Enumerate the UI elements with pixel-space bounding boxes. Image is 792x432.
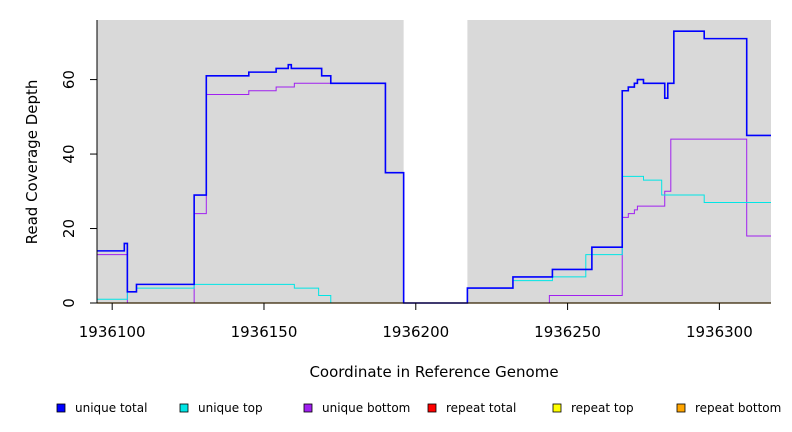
legend-item: repeat total — [427, 401, 516, 415]
y-tick-label: 20 — [60, 219, 78, 238]
x-tick-label: 1936150 — [231, 323, 298, 341]
legend-item: repeat top — [552, 401, 634, 415]
legend-swatch — [179, 403, 189, 413]
x-tick-label: 1936250 — [534, 323, 601, 341]
legend-item: repeat bottom — [676, 401, 781, 415]
legend-label: repeat top — [571, 401, 634, 415]
legend-label: unique bottom — [322, 401, 410, 415]
x-axis-title: Coordinate in Reference Genome — [309, 363, 558, 381]
legend: unique total unique top unique bottom repea… — [56, 401, 781, 415]
legend-swatch — [676, 403, 686, 413]
x-tick-label: 1936200 — [382, 323, 449, 341]
gap-region — [403, 20, 468, 303]
legend-swatch — [552, 403, 562, 413]
legend-label: unique total — [75, 401, 147, 415]
legend-item: unique bottom — [303, 401, 410, 415]
y-tick-label: 0 — [60, 298, 78, 308]
legend-label: unique top — [198, 401, 263, 415]
y-tick-label: 60 — [60, 70, 78, 89]
legend-swatch — [303, 403, 313, 413]
legend-swatch — [427, 403, 437, 413]
x-tick-label: 1936100 — [79, 323, 146, 341]
legend-item: unique total — [56, 401, 147, 415]
y-axis-ticks: 0 20 40 60 — [60, 70, 97, 308]
y-axis-title: Read Coverage Depth — [23, 80, 41, 245]
legend-label: repeat bottom — [695, 401, 781, 415]
legend-item: unique top — [179, 401, 263, 415]
y-tick-label: 40 — [60, 145, 78, 164]
x-axis-ticks: 1936100 1936150 1936200 1936250 1936300 — [79, 303, 753, 341]
legend-swatch — [56, 403, 66, 413]
x-tick-label: 1936300 — [686, 323, 753, 341]
legend-label: repeat total — [446, 401, 516, 415]
